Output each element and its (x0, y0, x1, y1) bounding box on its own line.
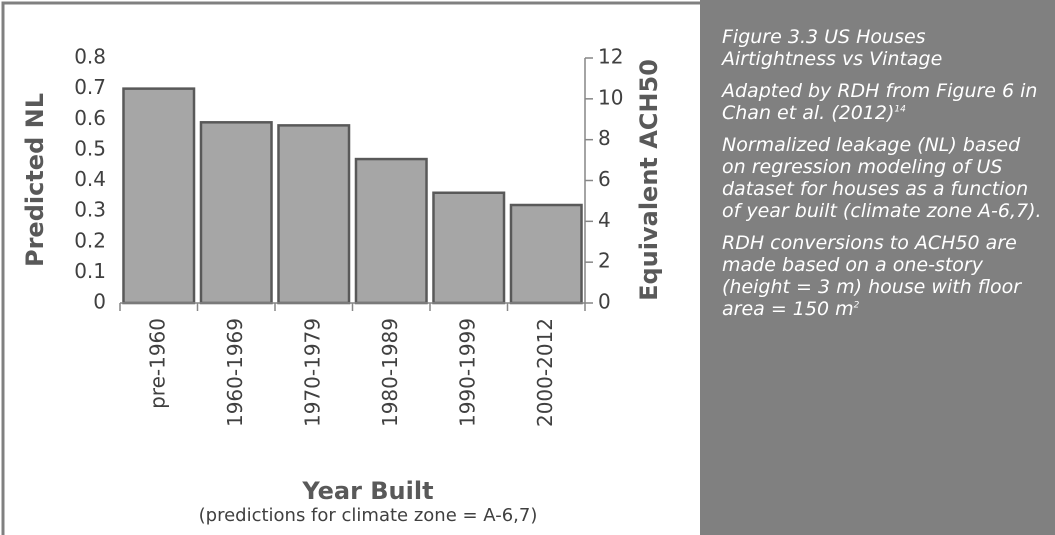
chart: Predicted NL Equivalent ACH50 Year Built… (1, 1, 700, 535)
x-tick-label: 2000-2012 (533, 318, 557, 427)
y2-tick-label: 0 (598, 290, 611, 314)
y2-tick-label: 12 (598, 45, 623, 69)
bar (199, 121, 273, 305)
x-axis-subtitle: (predictions for climate zone = A-6,7) (199, 505, 538, 526)
caption-paragraph: Normalized leakage (NL) based on regress… (722, 134, 1045, 222)
caption-text: Figure 3.3 US Houses Airtightness vs Vin… (722, 26, 943, 70)
x-tick-label: 1980-1989 (378, 318, 402, 427)
y-tick-label: 0.2 (74, 228, 106, 252)
y-tick-label: 0.5 (74, 136, 106, 160)
caption-text: Normalized leakage (NL) based on regress… (722, 134, 1042, 222)
bar (354, 157, 428, 305)
caption-text: Adapted by RDH from Figure 6 in Chan et … (722, 80, 1038, 124)
frame (1, 1, 700, 535)
x-tick-label: 1970-1979 (300, 318, 324, 427)
y-tick-label: 0.3 (74, 198, 106, 222)
bar (509, 203, 583, 305)
y2-tick-label: 4 (598, 208, 611, 232)
caption-panel: Figure 3.3 US Houses Airtightness vs Vin… (700, 0, 1055, 535)
caption-paragraph: RDH conversions to ACH50 are made based … (722, 232, 1045, 320)
y2-tick-label: 8 (598, 126, 611, 150)
y-tick-label: 0.4 (74, 167, 106, 191)
y-tick-label: 0.7 (74, 75, 106, 99)
y2-axis-title: Equivalent ACH50 (635, 59, 663, 301)
superscript: 14 (894, 104, 906, 115)
caption-paragraph: Adapted by RDH from Figure 6 in Chan et … (722, 80, 1045, 124)
caption-text: RDH conversions to ACH50 are made based … (722, 232, 1022, 320)
bar (277, 124, 351, 305)
y-tick-label: 0 (93, 290, 106, 314)
y2-tick-label: 2 (598, 249, 611, 273)
y2-tick-label: 6 (598, 167, 611, 191)
x-tick-label: pre-1960 (145, 318, 169, 409)
y-tick-label: 0.1 (74, 259, 106, 283)
x-tick-label: 1990-1999 (455, 318, 479, 427)
caption-paragraph: Figure 3.3 US Houses Airtightness vs Vin… (722, 26, 1045, 70)
y-axis-title: Predicted NL (21, 93, 49, 267)
y-tick-label: 0.6 (74, 106, 106, 130)
x-axis-title: Year Built (301, 477, 433, 505)
bar (432, 191, 506, 305)
y-tick-label: 0.8 (74, 45, 106, 69)
superscript: 2 (853, 300, 860, 311)
y2-tick-label: 10 (598, 85, 623, 109)
bar (122, 87, 196, 305)
x-tick-label: 1960-1969 (223, 318, 247, 427)
